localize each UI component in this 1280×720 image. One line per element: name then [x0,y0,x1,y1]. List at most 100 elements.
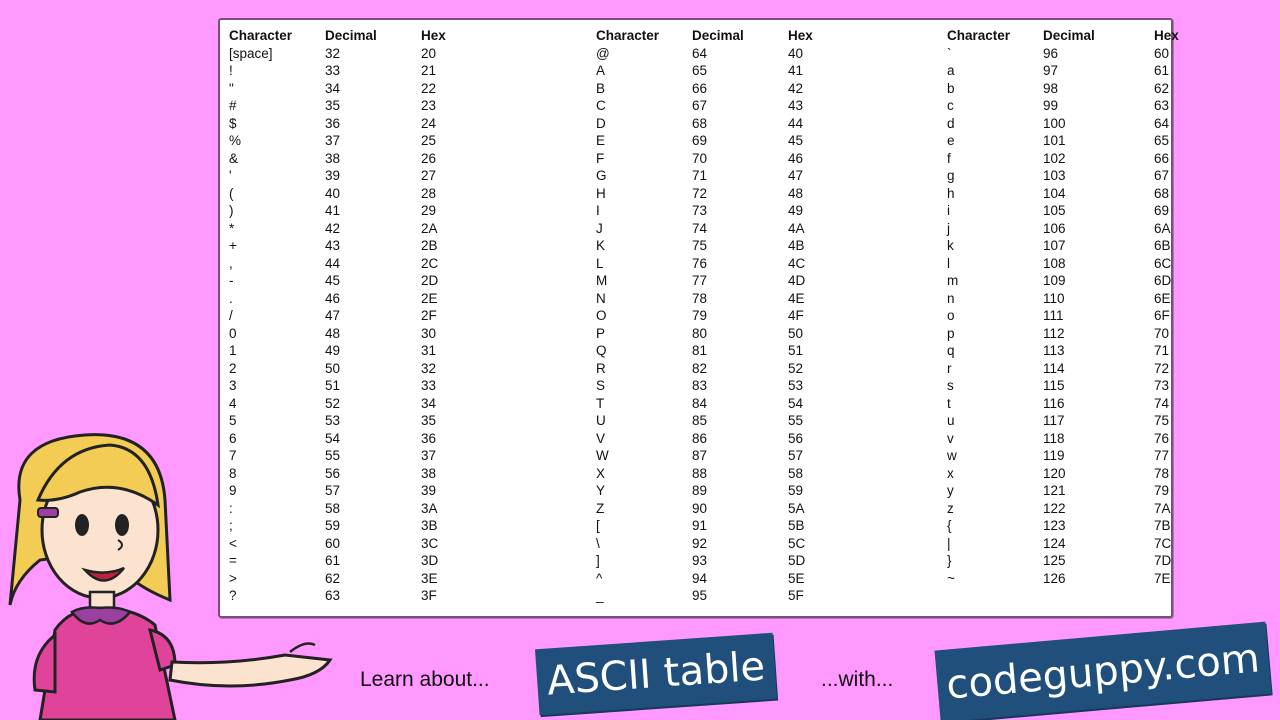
table-row: " 34 22 [229,80,461,98]
table-row: 8 56 38 [229,465,461,483]
cell-hex: 6A [1154,220,1171,236]
cell-hex: 57 [788,448,804,464]
cell-hex: 6C [1154,255,1172,271]
cell-decimal: 102 [1043,150,1066,166]
cell-hex: 21 [421,63,437,79]
cell-hex: 7D [1154,553,1172,569]
cell-character: D [596,115,606,131]
cell-hex: 7E [1154,570,1171,586]
cell-character: G [596,168,607,184]
cell-decimal: 120 [1043,465,1066,481]
cell-decimal: 97 [1043,63,1059,79]
table-row: L 76 4C [596,255,828,273]
table-row: F 70 46 [596,150,828,168]
table-row: * 42 2A [229,220,461,238]
cell-hex: 76 [1154,430,1170,446]
cell-decimal: 65 [692,63,708,79]
table-row: ! 33 21 [229,62,461,80]
cell-hex: 56 [788,430,804,446]
cell-hex: 6E [1154,290,1171,306]
learn-about-text: Learn about... [360,668,490,691]
cell-character: . [229,290,233,306]
cell-character: K [596,238,606,254]
cell-decimal: 78 [692,290,708,306]
table-row: [91 5B [596,517,828,535]
cell-decimal: 115 [1043,378,1065,394]
cell-hex: 54 [788,395,804,411]
cell-character: ! [229,63,233,79]
cell-decimal: 75 [692,238,708,254]
cell-character: i [947,203,950,219]
cell-decimal: 41 [325,203,341,219]
table-row: H 72 48 [596,185,828,203]
table-row: >62 3E [229,570,461,588]
table-row: i 105 69 [947,202,1169,220]
cell-character: # [229,98,237,114]
cell-decimal: 36 [325,115,341,131]
cell-hex: 52 [788,360,804,376]
cell-decimal: 51 [325,378,341,394]
cell-decimal: 69 [692,133,708,149]
cell-character: ^ [596,570,603,586]
ascii-table-sheet: Character Decimal Hex [space] 32 20! 33 21 " 34 22… [218,18,1179,618]
cell-hex: 4E [788,290,805,306]
cell-character: 2 [229,360,237,376]
cell-character: @ [596,45,610,61]
cell-decimal: 125 [1043,553,1066,569]
table-row: s 115 73 [947,377,1169,395]
cell-hex: 67 [1154,168,1170,184]
cell-hex: 78 [1154,465,1170,481]
cell-hex: 28 [421,185,437,201]
cell-decimal: 52 [325,395,341,411]
cell-hex: 22 [421,80,437,96]
table-row: 9 57 39 [229,482,461,500]
cell-hex: 53 [788,378,804,394]
table-row: ; 59 3B [229,517,461,535]
cell-character: J [596,220,603,236]
cell-character: m [947,273,959,289]
cell-character: E [596,133,606,149]
cell-decimal: 77 [692,273,708,289]
table-row: a 97 61 [947,62,1169,80]
cell-character: 0 [229,325,237,341]
table-row: u 117 75 [947,412,1169,430]
cell-hex: 60 [1154,45,1170,61]
cell-decimal: 53 [325,413,341,429]
cell-hex: 40 [788,45,804,61]
cell-hex: 5C [788,535,806,551]
cell-hex: 45 [788,133,804,149]
cell-character: $ [229,115,237,131]
with-text: ...with... [821,668,894,691]
cell-decimal: 64 [692,45,708,61]
cell-character: & [229,150,239,166]
cell-decimal: 76 [692,255,708,271]
cell-character: { [947,518,952,534]
table-row: Z 90 5A [596,500,828,518]
cell-hex: 6F [1154,308,1170,324]
cell-hex: 3D [421,553,439,569]
cell-hex: 72 [1154,360,1170,376]
cell-decimal: 92 [692,535,708,551]
cell-decimal: 58 [325,500,341,516]
cell-hex: 51 [788,343,804,359]
cell-decimal: 96 [1043,45,1059,61]
cell-hex: 71 [1154,343,1170,359]
cell-hex: 64 [1154,115,1170,131]
cell-character: s [947,378,954,394]
cell-character: l [947,255,950,271]
cell-character: I [596,203,600,219]
cell-character: ~ [947,570,955,586]
table-row: & 38 26 [229,150,461,168]
cell-character: % [229,133,242,149]
cell-character: x [947,465,954,481]
cell-decimal: 33 [325,63,341,79]
cell-hex: 27 [421,168,437,184]
cell-decimal: 86 [692,430,708,446]
cell-hex: 7A [1154,500,1171,516]
cell-hex: 39 [421,483,437,499]
table-row: <60 3C [229,535,461,553]
cell-decimal: 117 [1043,413,1065,429]
cell-hex: 5E [788,570,805,586]
cell-hex: 2F [421,308,437,324]
cell-decimal: 83 [692,378,708,394]
